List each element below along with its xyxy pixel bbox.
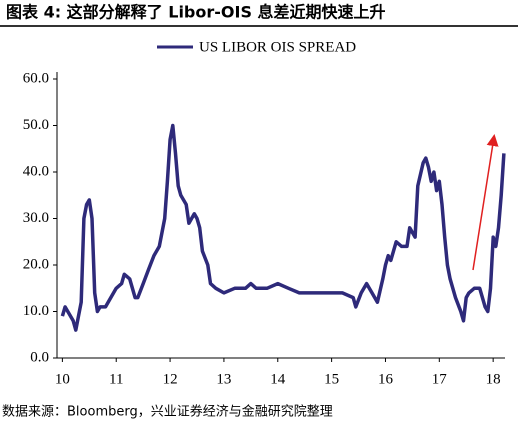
x-tick-label: 15: [324, 371, 339, 387]
y-tick-label: 10.0: [23, 303, 49, 319]
x-tick-label: 17: [432, 371, 448, 387]
y-tick-label: 40.0: [23, 163, 49, 179]
x-tick-label: 10: [55, 371, 70, 387]
chart-title: 图表 4: 这部分解释了 Libor-OIS 息差近期快速上升: [6, 3, 386, 22]
x-tick-label: 16: [378, 371, 394, 387]
y-tick-label: 0.0: [30, 349, 49, 365]
y-tick-label: 50.0: [23, 117, 49, 133]
y-tick-label: 30.0: [23, 210, 49, 226]
y-tick-label: 20.0: [23, 256, 49, 272]
trend-arrow: [472, 134, 499, 271]
legend-label: US LIBOR OIS SPREAD: [199, 39, 356, 55]
x-tick-label: 14: [270, 371, 286, 387]
series-line: [60, 123, 506, 332]
source-note: 数据来源：Bloomberg，兴业证券经济与金融研究院整理: [2, 404, 333, 420]
x-tick-label: 13: [216, 371, 231, 387]
x-tick-label: 18: [486, 371, 501, 387]
x-tick-label: 11: [109, 371, 123, 387]
y-tick-label: 60.0: [23, 70, 49, 86]
x-tick-label: 12: [163, 371, 178, 387]
